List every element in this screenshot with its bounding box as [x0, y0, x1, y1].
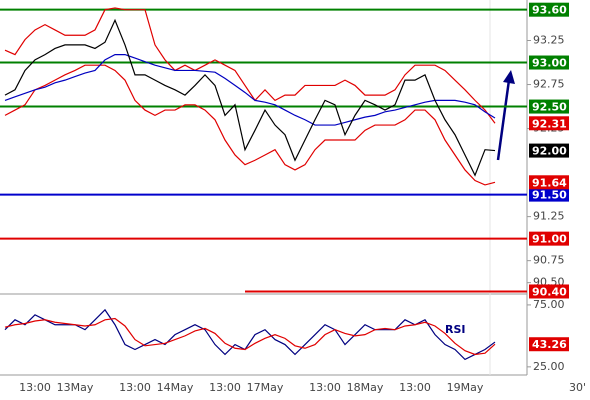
level-label-box [529, 2, 569, 17]
last-value-label-box [529, 175, 569, 190]
level-label-box [529, 231, 569, 246]
level-label-box [529, 99, 569, 114]
y-tick-label: 91.25 [533, 210, 565, 223]
last-value-label: 92.00 [532, 145, 567, 158]
level-label-box [529, 187, 569, 202]
series-line [4, 308, 496, 361]
last-value-label-box [529, 337, 569, 352]
x-tick-label: 13:00 [209, 381, 241, 394]
level-label: 90.40 [532, 285, 567, 298]
level-label-box [529, 284, 569, 299]
last-value-label: 91.64 [532, 176, 567, 189]
series-line [4, 18, 496, 177]
x-tick-label: 13:00 [119, 381, 151, 394]
x-tick-label: 14May [157, 381, 194, 394]
x-tick-label: 13:00 [309, 381, 341, 394]
level-label: 91.50 [532, 189, 567, 202]
y-tick-label: 90.75 [533, 254, 565, 267]
forecast-arrow [496, 79, 511, 161]
x-tick-label: 13:00 [19, 381, 51, 394]
level-label: 92.50 [532, 101, 567, 114]
rsi-title: RSI [445, 323, 466, 336]
level-label: 93.60 [532, 4, 567, 17]
x-tick-label: 18May [347, 381, 384, 394]
x-tick-label: 17May [247, 381, 284, 394]
y-tick-label: 25.00 [533, 360, 565, 373]
level-label: 93.00 [532, 57, 567, 70]
forecast-arrowhead [503, 70, 515, 84]
series-line [4, 7, 496, 124]
x-unit: 30' [569, 381, 586, 394]
y-tick-label: 75.00 [533, 298, 565, 311]
last-value-label: 92.31 [532, 117, 567, 130]
series-line [4, 53, 496, 126]
series-line [4, 64, 496, 186]
x-tick-label: 19May [447, 381, 484, 394]
level-label: 91.00 [532, 233, 567, 246]
x-tick-label: 13:00 [399, 381, 431, 394]
last-value-label: 43.26 [532, 338, 567, 351]
y-tick-label: 93.25 [533, 34, 565, 47]
x-tick-label: 13May [57, 381, 94, 394]
series-line [4, 317, 496, 356]
last-value-label-box [529, 116, 569, 131]
last-value-label-box [529, 143, 569, 158]
y-tick-label: 92.75 [533, 78, 565, 91]
level-label-box [529, 55, 569, 70]
